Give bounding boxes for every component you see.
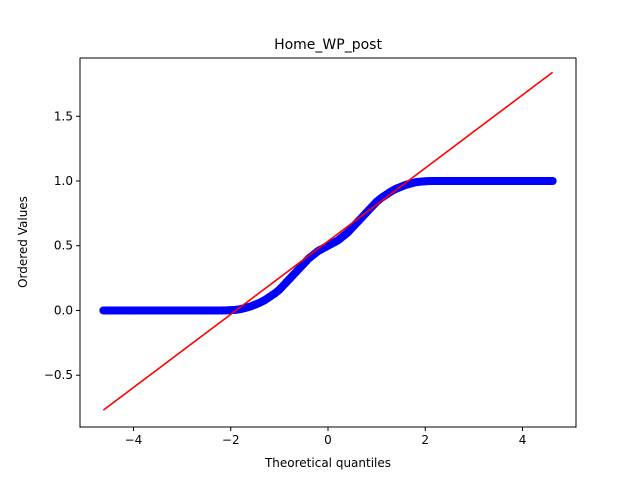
data-point <box>548 177 557 185</box>
x-tick-label: −2 <box>222 433 240 447</box>
x-tick-label: −4 <box>125 433 143 447</box>
y-tick-label: −0.5 <box>44 368 73 382</box>
chart-title: Home_WP_post <box>274 37 382 53</box>
y-tick-label: 1.0 <box>54 174 73 188</box>
y-tick-label: 0.5 <box>54 239 73 253</box>
fit-line-layer <box>102 71 554 411</box>
y-axis-label: Ordered Values <box>16 196 30 288</box>
x-tick-label: 0 <box>324 433 332 447</box>
y-tick-label: 1.5 <box>54 109 73 123</box>
fit-line <box>102 71 554 411</box>
y-tick-label: 0.0 <box>54 303 73 317</box>
x-axis: −4 −2 0 2 4 <box>125 427 527 447</box>
x-tick-label: 4 <box>519 433 527 447</box>
x-tick-label: 2 <box>421 433 429 447</box>
y-axis: −0.5 0.0 0.5 1.0 1.5 <box>44 109 80 382</box>
x-axis-label: Theoretical quantiles <box>264 456 391 470</box>
